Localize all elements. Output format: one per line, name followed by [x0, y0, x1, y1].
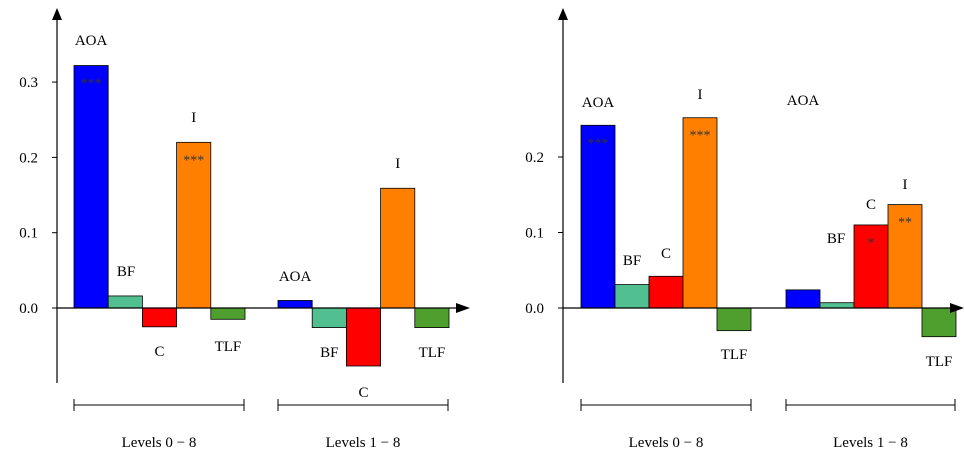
- bar-label: C: [661, 246, 671, 262]
- group-label: Levels 0 − 8: [122, 435, 197, 451]
- bar-aoa: [73, 65, 109, 309]
- bar-label: TLF: [215, 339, 242, 355]
- bar-bf: [614, 284, 650, 309]
- group-label: Levels 0 − 8: [629, 435, 704, 451]
- bar-aoa: [277, 300, 313, 309]
- bar-label: BF: [827, 231, 845, 247]
- chart-2: 0.0 0.1 0.2 AOA *** BF C I *** TLF AOA BF C * I ** TLF Le…: [525, 8, 964, 451]
- significance-label: ***: [183, 153, 204, 168]
- bar-tlf: [716, 307, 752, 332]
- significance-label: ***: [690, 129, 711, 144]
- bar-label: I: [191, 110, 196, 126]
- group-label: Levels 1 − 8: [326, 435, 401, 451]
- bar-label: TLF: [419, 345, 446, 361]
- bar-c: [345, 307, 381, 367]
- bar-label: C: [358, 385, 368, 401]
- bar-label: C: [866, 197, 876, 213]
- y-tick-label: 0.2: [525, 150, 544, 166]
- y-tick-label: 0.0: [19, 301, 38, 317]
- y-tick-label: 0.2: [19, 150, 38, 166]
- y-tick-label: 0.3: [19, 75, 38, 91]
- bar-label: TLF: [721, 347, 748, 363]
- bar-label: I: [395, 156, 400, 172]
- significance-label: ***: [81, 77, 102, 92]
- y-axis-arrow-icon: [558, 8, 568, 20]
- significance-label: **: [898, 216, 912, 231]
- x-axis-arrow-icon: [950, 303, 964, 313]
- y-axis-arrow-icon: [52, 8, 62, 20]
- bar-label: BF: [623, 253, 641, 269]
- significance-label: *: [868, 236, 875, 251]
- bar-c: [648, 275, 684, 309]
- bar-bf: [311, 307, 347, 328]
- chart-1: 0.0 0.1 0.2 0.3 AOA *** BF C I *** TLF AOA BF C I TLF Le…: [19, 8, 470, 451]
- bar-aoa: [785, 289, 821, 309]
- y-tick-label: 0.0: [525, 301, 544, 317]
- bar-label: C: [154, 344, 164, 360]
- bar-label: BF: [320, 345, 338, 361]
- bar-label: BF: [117, 264, 135, 280]
- significance-label: ***: [588, 136, 609, 151]
- bar-label: AOA: [787, 93, 820, 109]
- bar-bf: [819, 302, 855, 309]
- bar-i: [380, 187, 416, 309]
- bar-i: [682, 117, 718, 309]
- bar-label: I: [698, 87, 703, 103]
- bar-tlf: [210, 307, 246, 320]
- bar-i: [176, 141, 212, 309]
- y-tick-label: 0.1: [525, 226, 544, 242]
- bar-c: [141, 307, 177, 328]
- bar-label: TLF: [926, 354, 953, 370]
- bar-aoa: [580, 124, 616, 309]
- bar-label: AOA: [279, 269, 312, 285]
- x-axis-arrow-icon: [456, 303, 470, 313]
- bar-label: AOA: [75, 33, 108, 49]
- group-label: Levels 1 − 8: [833, 435, 908, 451]
- bar-label: AOA: [582, 95, 615, 111]
- bar-label: I: [903, 177, 908, 193]
- bar-bf: [107, 295, 143, 309]
- bar-tlf: [414, 307, 450, 328]
- y-tick-label: 0.1: [19, 226, 38, 242]
